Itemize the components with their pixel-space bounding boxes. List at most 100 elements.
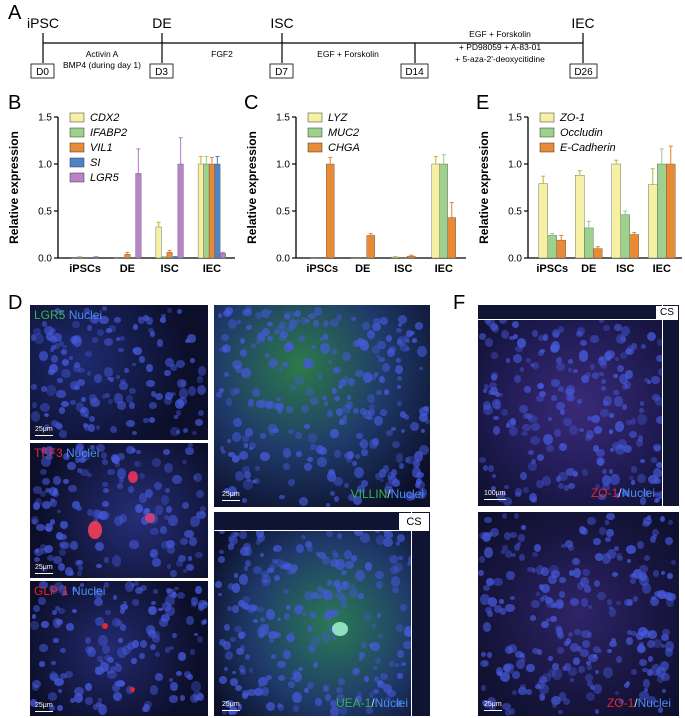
nucleus — [485, 577, 494, 587]
nucleus — [482, 465, 488, 472]
nucleus — [596, 449, 606, 457]
nucleus — [124, 581, 134, 592]
nucleus — [642, 678, 650, 688]
nucleus — [191, 681, 201, 692]
nucleus — [308, 312, 317, 320]
nucleus — [102, 481, 108, 487]
nucleus — [547, 669, 556, 677]
nucleus — [87, 509, 94, 517]
nucleus — [189, 537, 197, 546]
nucleus — [109, 377, 114, 383]
nucleus — [277, 660, 286, 668]
nucleus — [303, 688, 309, 694]
day-d26: D26 — [574, 67, 593, 78]
nucleus — [399, 463, 405, 469]
nucleus — [127, 485, 134, 494]
nucleus — [39, 403, 50, 413]
nucleus — [303, 359, 313, 370]
nucleus — [627, 630, 632, 636]
y-tick-label: 1.5 — [508, 113, 522, 124]
nucleus — [59, 672, 67, 679]
nucleus — [217, 592, 222, 597]
condition-5aza: + 5-aza-2'-deoxycitidine — [455, 54, 545, 64]
nucleus — [119, 335, 126, 341]
nucleus — [96, 328, 104, 336]
nucleus — [482, 585, 491, 591]
nucleus — [50, 328, 57, 334]
nucleus — [241, 602, 247, 609]
nucleus — [119, 382, 128, 391]
nucleus — [113, 393, 124, 404]
nucleus — [619, 374, 628, 385]
nucleus — [383, 537, 394, 547]
nucleus — [283, 310, 292, 321]
legend-label: Occludin — [560, 127, 603, 139]
scale-label: 100μm — [484, 490, 506, 497]
nucleus — [190, 693, 200, 703]
nucleus — [357, 592, 365, 599]
nucleus — [629, 578, 637, 585]
nucleus — [30, 384, 38, 391]
nucleus — [386, 430, 394, 436]
nucleus — [558, 692, 567, 702]
nucleus — [149, 685, 159, 695]
nucleus — [604, 537, 611, 543]
nucleus — [384, 696, 392, 703]
nucleus — [649, 536, 656, 544]
nucleus — [603, 667, 613, 679]
nucleus — [396, 328, 403, 334]
nucleus — [576, 582, 584, 591]
nucleus — [419, 406, 429, 416]
nucleus — [196, 384, 207, 396]
nucleus — [229, 536, 239, 546]
nucleus — [70, 541, 79, 550]
nucleus — [144, 701, 152, 708]
nucleus — [626, 544, 636, 554]
nucleus — [148, 327, 155, 333]
nucleus — [228, 535, 235, 542]
nucleus — [96, 656, 104, 662]
nucleus — [397, 533, 406, 542]
nucleus — [116, 483, 123, 489]
nucleus — [310, 396, 320, 405]
nucleus — [243, 443, 249, 448]
x-tick-label: iPSCs — [69, 263, 101, 275]
nucleus — [615, 421, 624, 432]
nucleus — [563, 663, 571, 672]
nucleus — [49, 704, 55, 711]
nucleus — [260, 452, 270, 462]
nucleus — [143, 417, 150, 423]
nucleus — [548, 417, 553, 421]
nucleus — [556, 476, 562, 482]
nucleus — [307, 643, 317, 653]
nucleus — [239, 644, 246, 651]
nucleus — [604, 520, 610, 526]
nucleus — [89, 315, 100, 324]
nucleus — [326, 530, 334, 537]
nucleus — [59, 340, 64, 346]
nucleus — [152, 589, 158, 594]
nucleus — [600, 386, 606, 392]
nucleus — [586, 663, 593, 670]
nucleus — [617, 445, 624, 451]
nucleus — [85, 646, 94, 654]
nucleus — [242, 542, 251, 550]
nucleus — [297, 667, 303, 672]
nucleus — [405, 329, 414, 338]
nucleus — [160, 494, 170, 505]
nucleus — [498, 392, 504, 398]
nucleus — [170, 569, 178, 578]
nucleus — [273, 402, 282, 411]
nucleus — [100, 452, 108, 459]
nucleus — [41, 455, 51, 467]
nucleus — [395, 700, 403, 708]
nucleus — [76, 467, 82, 474]
stage-ipsc: iPSC — [27, 15, 59, 31]
nucleus — [149, 527, 160, 536]
label-villin: VILLIN — [350, 487, 388, 501]
nucleus — [80, 451, 87, 458]
nucleus — [540, 566, 550, 576]
nucleus — [352, 407, 360, 414]
nucleus — [181, 502, 190, 510]
tff3-positive-cell — [128, 471, 138, 483]
